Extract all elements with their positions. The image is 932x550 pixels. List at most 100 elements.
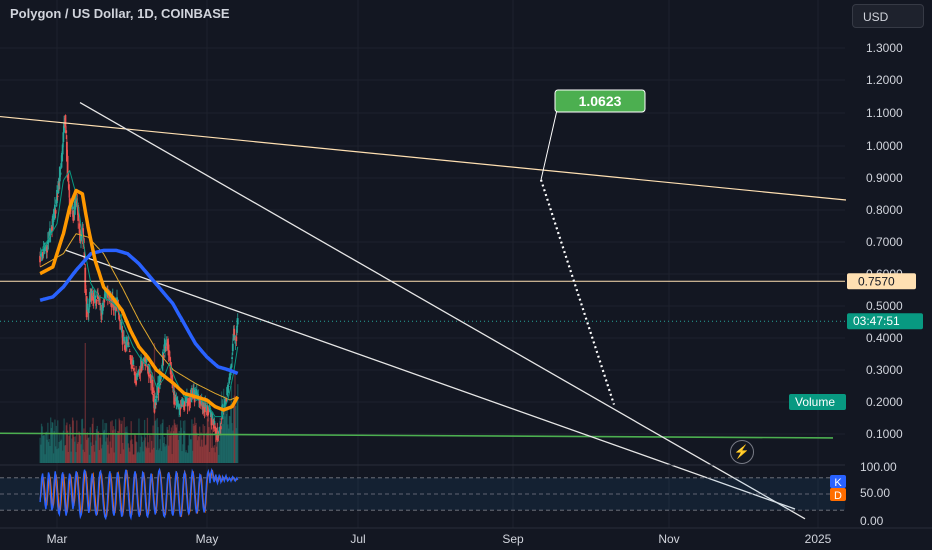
- volume-bar: [137, 451, 139, 463]
- chart-title: Polygon / US Dollar, 1D, COINBASE: [10, 6, 230, 21]
- volume-bar: [39, 437, 41, 463]
- price-axis: 1.3000 1.2000 1.1000 1.0000 0.9000 0.8000 0.70…: [866, 41, 903, 441]
- volume-bar: [206, 418, 209, 463]
- candle-body: [183, 405, 185, 410]
- candle-body: [236, 318, 239, 325]
- price-tag-label: 0.7570: [858, 274, 895, 288]
- stoch-d-tag: [830, 488, 846, 501]
- candle-body: [62, 132, 65, 142]
- candle-body: [122, 334, 125, 336]
- volume-bar: [70, 451, 72, 463]
- volume-bar: [98, 431, 100, 463]
- currency-button[interactable]: USD: [852, 4, 924, 28]
- candle-body: [63, 122, 65, 133]
- volume-bar: [50, 417, 52, 463]
- volume-bar: [131, 444, 134, 463]
- candle-body: [138, 372, 141, 376]
- candle-body: [211, 411, 214, 418]
- volume-bar: [102, 419, 104, 463]
- candle-body: [120, 322, 123, 325]
- candle-body: [189, 396, 192, 400]
- countdown-tag-box: [847, 313, 923, 330]
- candle-body: [47, 237, 50, 243]
- volume-bar: [167, 429, 169, 463]
- volume-bar: [157, 427, 159, 463]
- candle-body: [172, 389, 175, 391]
- candle-body: [202, 404, 205, 406]
- volume-bar: [145, 446, 147, 463]
- candle-body: [164, 339, 166, 352]
- x-tick-label: May: [196, 532, 219, 546]
- stoch-y-tick-label: 100.00: [860, 460, 897, 474]
- candle-body: [65, 141, 68, 162]
- candle-body: [103, 298, 106, 303]
- candle-body: [133, 367, 135, 371]
- volume-bar: [167, 445, 170, 463]
- volume-bar: [48, 438, 50, 463]
- volume-bar: [152, 425, 154, 463]
- candle-body: [219, 426, 221, 433]
- candle-body: [219, 426, 222, 430]
- volume-bar: [98, 450, 101, 463]
- candle-body: [180, 404, 183, 408]
- volume-bar: [138, 418, 140, 463]
- volume-bar: [60, 439, 62, 463]
- stoch-k-line: [39, 467, 239, 521]
- candle-body: [39, 255, 41, 263]
- candle-body: [170, 370, 173, 372]
- candle-body: [64, 115, 67, 127]
- candle-body: [159, 376, 161, 386]
- volume-bar: [114, 429, 116, 463]
- volume-bar: [186, 452, 188, 463]
- volume-bar: [122, 449, 125, 463]
- volume-bar: [148, 435, 151, 463]
- candle-body: [193, 387, 195, 397]
- volume-bar: [71, 417, 74, 463]
- volume-bar: [54, 419, 56, 463]
- volume-bar: [103, 429, 106, 463]
- volume-bar: [57, 420, 59, 463]
- volume-bar: [215, 435, 217, 463]
- volume-bar: [230, 404, 232, 463]
- volume-bar: [80, 444, 82, 463]
- volume-bar: [105, 423, 108, 463]
- candle-body: [115, 306, 118, 311]
- volume-bar: [68, 436, 70, 463]
- volume-bar: [189, 434, 191, 463]
- candle-body: [116, 299, 119, 301]
- candle-body: [50, 230, 53, 233]
- candle-body: [121, 331, 124, 345]
- volume-bar: [182, 444, 184, 463]
- volume-bar: [220, 433, 222, 463]
- volume-bar: [59, 441, 62, 463]
- lightning-icon[interactable]: ⚡: [730, 440, 754, 464]
- volume-bar: [104, 423, 106, 463]
- candle-body: [61, 152, 63, 162]
- volume-bar: [141, 442, 144, 463]
- volume-bar: [214, 452, 216, 463]
- volume-bar: [225, 401, 227, 463]
- candle-body: [137, 374, 140, 376]
- price-tag-box: [847, 273, 916, 290]
- volume-bar: [95, 429, 98, 463]
- volume-bar: [112, 426, 115, 463]
- candle-body: [52, 215, 55, 222]
- volume-bar: [74, 436, 77, 463]
- volume-bar: [55, 425, 57, 463]
- volume-bar: [163, 436, 166, 463]
- volume-bar: [101, 444, 103, 463]
- stoch-k-label: K: [834, 477, 842, 489]
- candle-body: [109, 297, 112, 301]
- volume-bar: [199, 446, 202, 463]
- volume-bar: [196, 432, 198, 463]
- candle-body: [152, 387, 154, 394]
- volume-bar: [40, 444, 42, 463]
- volume-bar: [179, 435, 181, 463]
- volume-bar: [210, 433, 212, 463]
- volume-bar: [168, 425, 170, 463]
- volume-bar: [146, 417, 149, 463]
- volume-bar: [140, 434, 142, 463]
- candle-body: [112, 300, 115, 311]
- candle-body: [126, 339, 129, 344]
